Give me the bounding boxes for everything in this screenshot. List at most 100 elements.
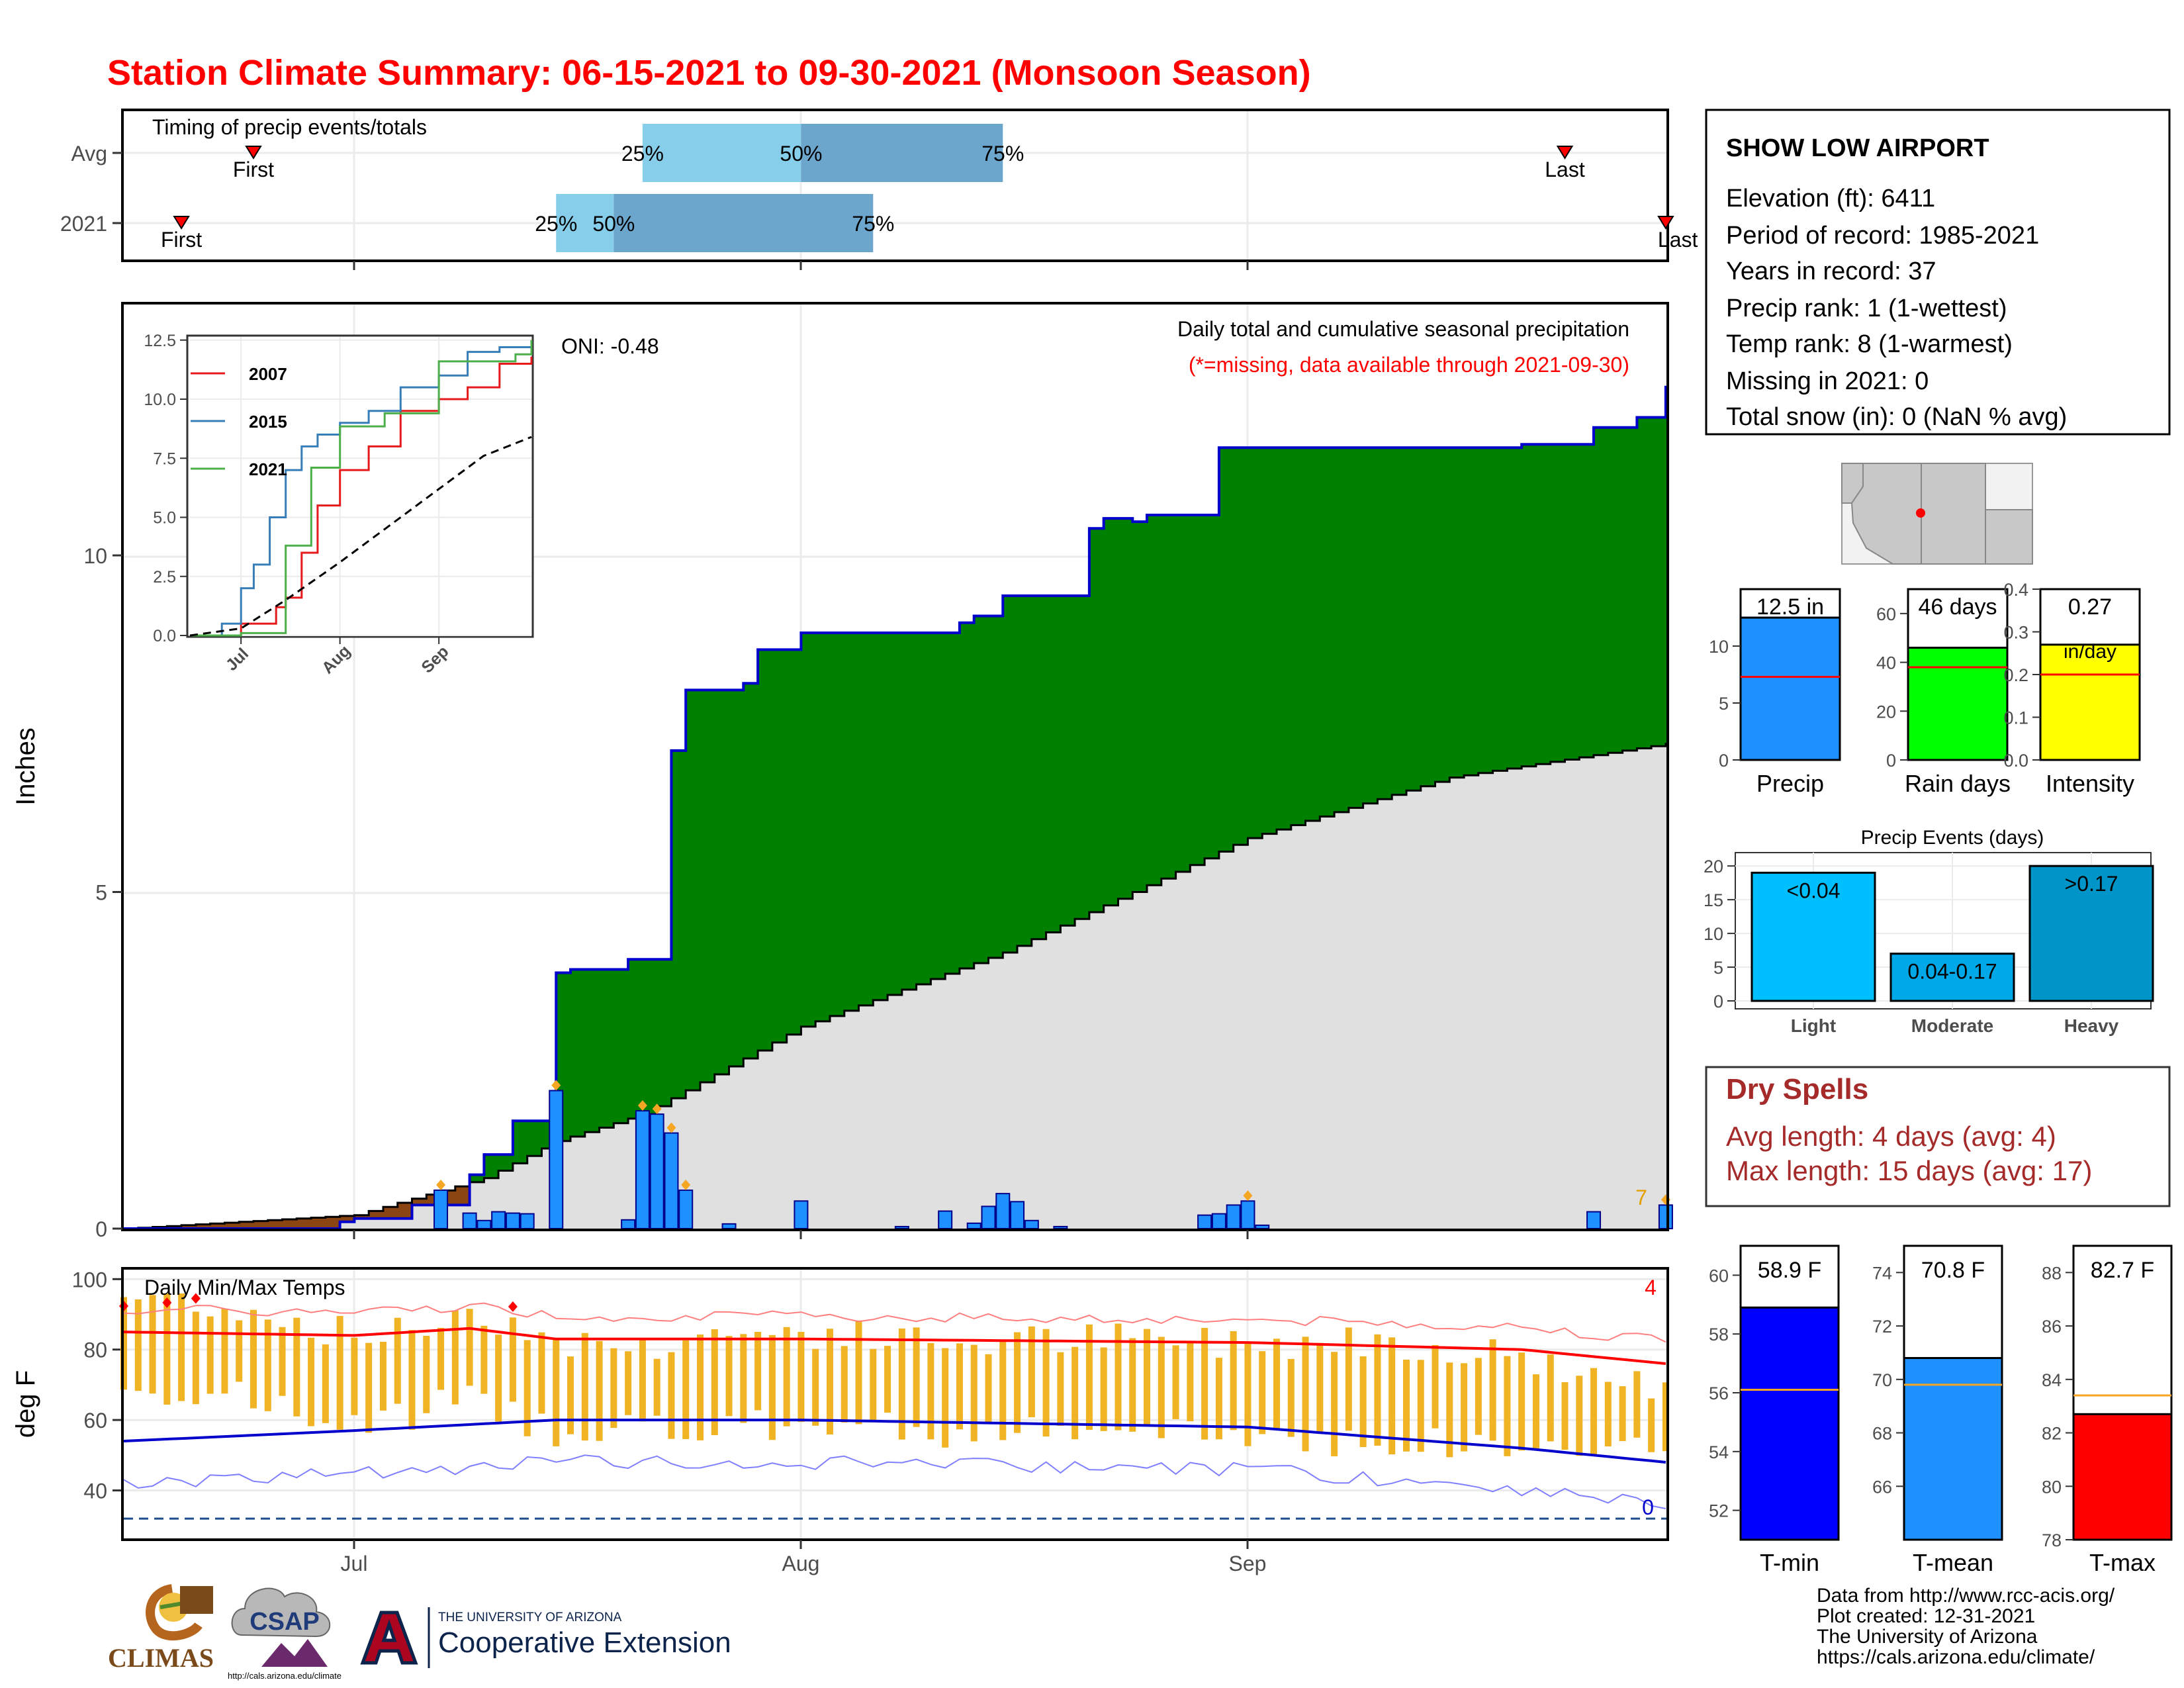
daily-precip-bar bbox=[894, 1225, 909, 1229]
daily-temp-range-bar bbox=[1085, 1324, 1093, 1430]
summary-bar-tick-label: 0.3 bbox=[2003, 623, 2028, 643]
main-y-label: Inches bbox=[11, 727, 40, 806]
temp-bar-1 bbox=[1903, 1357, 2003, 1541]
temp-y-tick-label: 80 bbox=[83, 1338, 107, 1362]
station-missing: Missing in 2021: 0 bbox=[1726, 367, 1929, 395]
daily-temp-range-bar bbox=[206, 1316, 214, 1394]
precip-events-chart: Precip Events (days) 05101520<0.04Light0… bbox=[1704, 827, 2154, 1036]
daily-temp-range-bar bbox=[1576, 1376, 1583, 1456]
daily-temp-range-bar bbox=[1662, 1382, 1669, 1452]
dry-spells-avg: Avg length: 4 days (avg: 4) bbox=[1726, 1121, 2056, 1152]
daily-temp-range-bar bbox=[221, 1309, 228, 1394]
daily-precip-bar bbox=[1024, 1219, 1039, 1230]
temp-bar-tick-label: 54 bbox=[1709, 1442, 1729, 1462]
summary-bar-tick-label: 0.1 bbox=[2003, 708, 2028, 728]
summary-bar-tick-label: 0.2 bbox=[2003, 665, 2028, 685]
daily-precip-bar bbox=[721, 1223, 737, 1229]
daily-precip-bar bbox=[477, 1219, 492, 1230]
timing-panel: 25% 50% 75% First Last 25% 50% 75% First Last Tim… bbox=[60, 109, 1698, 270]
temp-count-low: 0 bbox=[1642, 1495, 1654, 1519]
daily-temp-range-bar bbox=[610, 1348, 617, 1429]
precip-marker-icon bbox=[681, 1180, 691, 1191]
record-high-marker-icon bbox=[508, 1301, 518, 1312]
daily-temp-range-bar bbox=[581, 1333, 588, 1441]
daily-temp-range-bar bbox=[1259, 1351, 1266, 1434]
record-high-marker-icon bbox=[191, 1293, 201, 1304]
daily-temp-range-bar bbox=[1100, 1347, 1107, 1431]
daily-temp-range-bar bbox=[1461, 1363, 1468, 1452]
daily-temp-range-bar bbox=[1230, 1331, 1237, 1430]
station-name: SHOW LOW AIRPORT bbox=[1726, 134, 1989, 162]
csap-logo-text: CSAP bbox=[250, 1608, 320, 1636]
timing-first-marker-icon bbox=[173, 216, 190, 230]
timing-p50-label: 50% bbox=[592, 212, 635, 236]
inset-y-tick-label: 7.5 bbox=[153, 449, 176, 468]
main-y-tick-label: 10 bbox=[83, 544, 107, 568]
temp-bar-name: T-max bbox=[2089, 1549, 2156, 1576]
daily-precip-bar bbox=[1658, 1204, 1673, 1230]
daily-precip-bar bbox=[1197, 1214, 1212, 1230]
daily-temp-range-bar bbox=[293, 1317, 300, 1417]
temp-bar-tick-label: 72 bbox=[1872, 1317, 1892, 1336]
daily-temp-range-bar bbox=[1331, 1352, 1338, 1456]
timing-label: Timing of precip events/totals bbox=[152, 115, 427, 139]
timing-first-marker-icon bbox=[245, 146, 262, 160]
daily-precip-bar bbox=[1211, 1213, 1226, 1229]
summary-bar-0 bbox=[1739, 616, 1841, 761]
temp-bar-value-label: 58.9 F bbox=[1758, 1258, 1821, 1283]
timing-last-marker-icon bbox=[1556, 146, 1574, 160]
inset-line-2015 bbox=[190, 344, 533, 637]
summary-bar-tick-label: 0.0 bbox=[2003, 751, 2028, 771]
daily-temp-range-bar bbox=[236, 1320, 243, 1382]
dry-spells-title: Dry Spells bbox=[1726, 1073, 1868, 1105]
daily-precip-bar bbox=[520, 1213, 535, 1229]
daily-temp-range-bar bbox=[495, 1335, 502, 1422]
events-bar-name: Heavy bbox=[2064, 1015, 2119, 1036]
daily-temp-range-bar bbox=[322, 1344, 329, 1423]
temp-bar-tick-label: 86 bbox=[2042, 1317, 2062, 1336]
month-axis: Jul Aug Sep bbox=[341, 1540, 1266, 1575]
temp-series bbox=[119, 1293, 1669, 1509]
temp-count-high: 4 bbox=[1645, 1276, 1657, 1299]
daily-precip-bar bbox=[433, 1190, 449, 1230]
inset-average-line bbox=[189, 436, 532, 637]
record-low-line bbox=[123, 1454, 1666, 1509]
temp-y-tick-label: 60 bbox=[83, 1409, 107, 1432]
inset-legend-2021: 2021 bbox=[249, 459, 287, 479]
temp-bar-tick-label: 60 bbox=[1709, 1266, 1729, 1286]
daily-temp-range-bar bbox=[1071, 1346, 1079, 1440]
daily-temp-range-bar bbox=[1028, 1326, 1035, 1417]
temp-bar-tick-label: 56 bbox=[1709, 1383, 1729, 1403]
daily-temp-range-bar bbox=[841, 1346, 848, 1423]
summary-bar-name: Intensity bbox=[2046, 770, 2134, 797]
inset-legend-2015: 2015 bbox=[249, 412, 287, 432]
events-bar-label: <0.04 bbox=[1787, 878, 1841, 902]
page-title: Station Climate Summary: 06-15-2021 to 0… bbox=[107, 53, 1311, 93]
timing-p25-label: 25% bbox=[621, 142, 664, 165]
daily-precip-bar bbox=[462, 1212, 477, 1230]
daily-temp-range-bar bbox=[1561, 1382, 1569, 1450]
average-cumulative-line bbox=[124, 743, 1667, 1230]
daily-temp-range-bar bbox=[336, 1315, 343, 1430]
events-bar-label: 0.04-0.17 bbox=[1907, 960, 1997, 984]
main-subtitle: Daily total and cumulative seasonal prec… bbox=[1177, 317, 1629, 341]
daily-precip-bar bbox=[981, 1205, 996, 1229]
csap-logo: CSAP http://cals.arizona.edu/climate bbox=[228, 1587, 341, 1681]
inset-line-2007 bbox=[190, 356, 533, 637]
daily-temp-range-bar bbox=[308, 1337, 315, 1427]
daily-temp-range-bar bbox=[163, 1293, 171, 1405]
avg-max-line bbox=[123, 1327, 1666, 1365]
missing-note: (*=missing, data available through 2021-… bbox=[1189, 353, 1629, 377]
daily-temp-range-bar bbox=[466, 1309, 473, 1386]
timing-box-high bbox=[801, 124, 1003, 182]
daily-temp-range-bar bbox=[1475, 1358, 1482, 1435]
daily-temp-range-bar bbox=[451, 1310, 459, 1405]
daily-temp-range-bar bbox=[1489, 1339, 1496, 1441]
daily-temp-range-bar bbox=[365, 1342, 373, 1433]
credit-line-3: The University of Arizona bbox=[1817, 1626, 2038, 1648]
summary-bar-tick-label: 0 bbox=[1719, 751, 1729, 771]
summary-bar-tick-label: 10 bbox=[1709, 637, 1729, 657]
daily-temp-range-bar bbox=[1129, 1338, 1136, 1432]
daily-temp-range-bar bbox=[1187, 1342, 1194, 1422]
summary-bar-2 bbox=[2039, 643, 2141, 761]
